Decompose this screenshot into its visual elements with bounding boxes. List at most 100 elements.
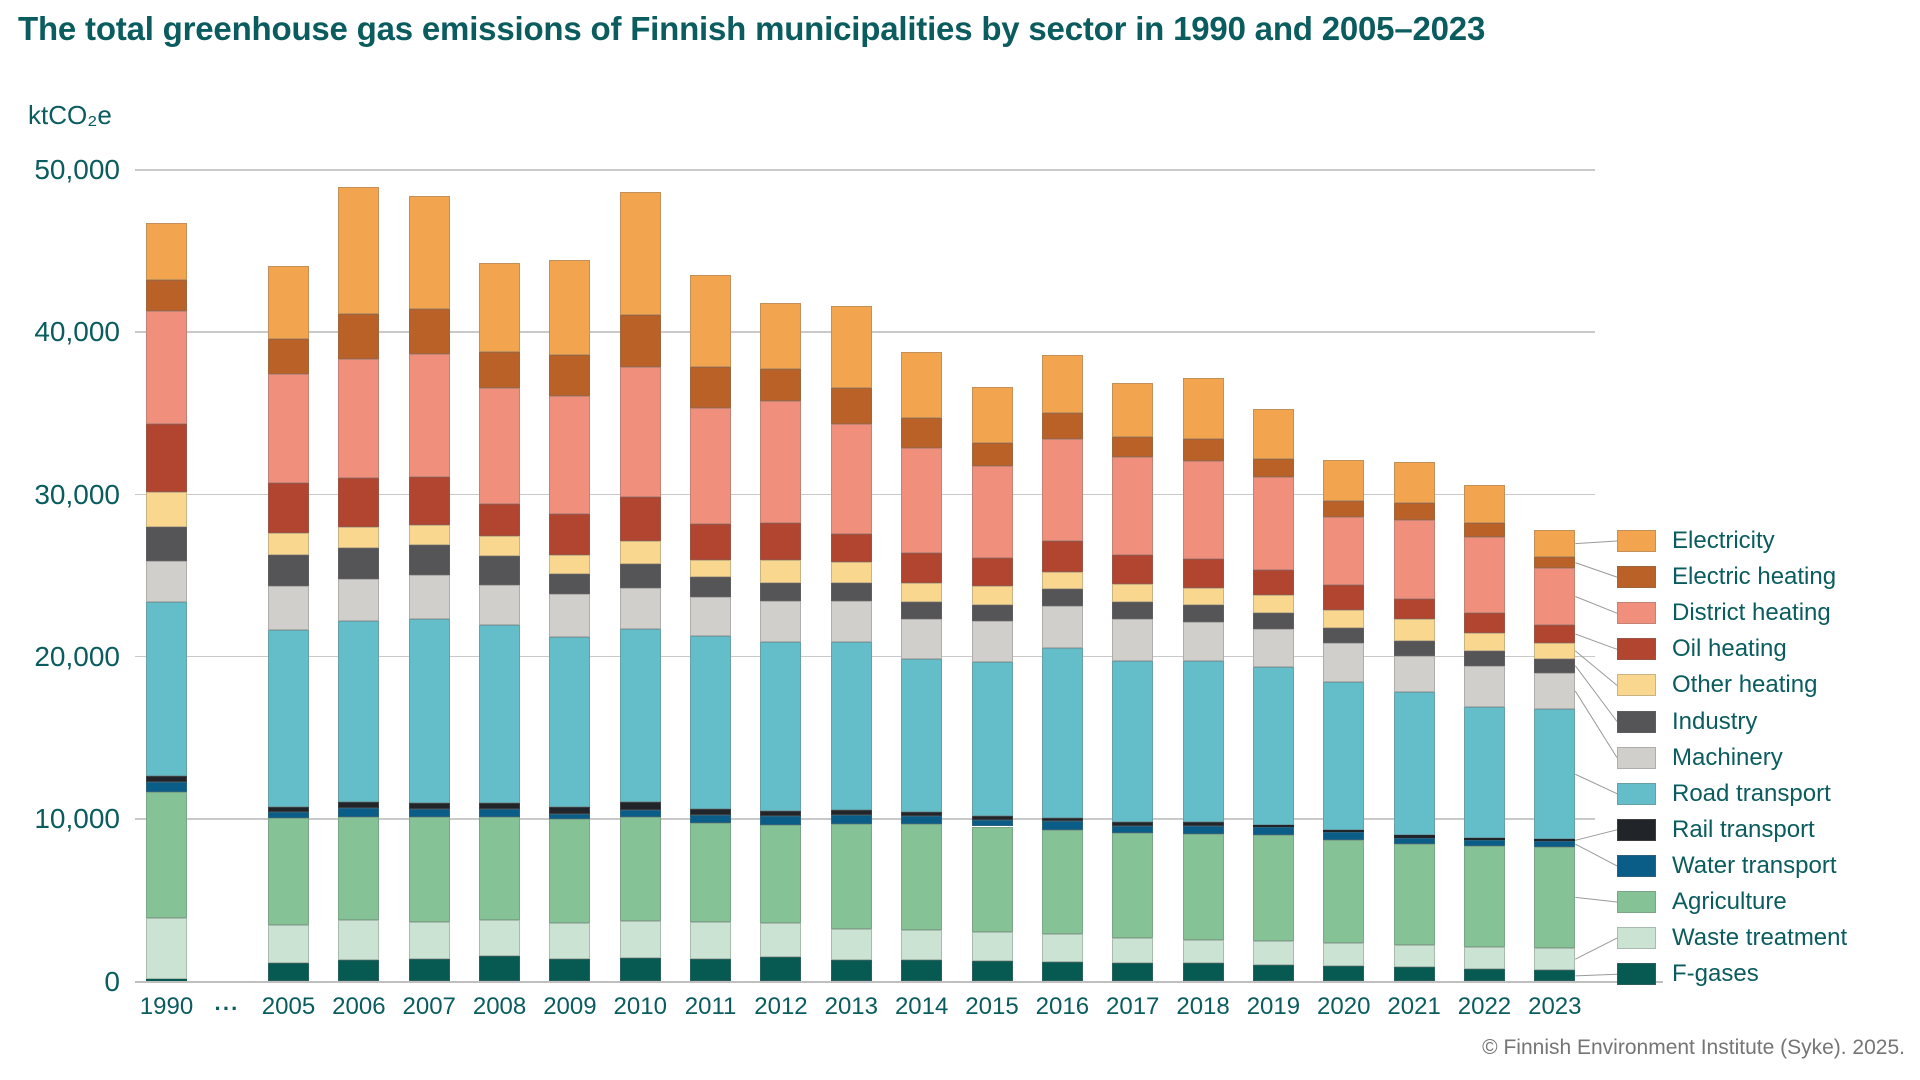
bar-segment bbox=[338, 621, 380, 802]
bar-segment bbox=[146, 311, 187, 425]
legend-connector-line bbox=[1575, 633, 1618, 650]
bar-segment bbox=[1112, 661, 1154, 823]
bar-segment bbox=[1182, 378, 1224, 439]
legend-label: Electric heating bbox=[1672, 563, 1837, 591]
x-axis-year-label: 2020 bbox=[1317, 993, 1371, 1020]
bar-segment bbox=[549, 555, 591, 575]
bar-segment bbox=[690, 636, 732, 810]
bar-segment bbox=[1534, 658, 1576, 673]
bar-segment bbox=[1323, 839, 1365, 943]
bar-segment bbox=[1182, 963, 1224, 982]
bar-segment bbox=[1463, 613, 1505, 634]
bar-segment bbox=[1252, 965, 1294, 982]
bar-segment bbox=[1393, 837, 1435, 844]
x-axis-year-label: 2012 bbox=[754, 993, 808, 1020]
bar-segment bbox=[1323, 500, 1365, 518]
bar-segment bbox=[760, 957, 802, 982]
bar-segment bbox=[690, 958, 732, 982]
bar-segment bbox=[338, 358, 380, 478]
bar-segment bbox=[1393, 599, 1435, 620]
bar-segment bbox=[619, 628, 661, 803]
bar-segment bbox=[1323, 942, 1365, 967]
bar-segment bbox=[268, 482, 309, 534]
bar-segment bbox=[1534, 709, 1576, 840]
bar-segment bbox=[760, 641, 802, 811]
x-axis-year-label: 2021 bbox=[1387, 993, 1441, 1020]
x-axis-year-label: 2014 bbox=[894, 993, 949, 1020]
bar-segment bbox=[901, 811, 943, 817]
bar-segment bbox=[1393, 462, 1435, 504]
bar-segment bbox=[1463, 523, 1505, 538]
bar-segment bbox=[268, 555, 309, 587]
bar-segment bbox=[408, 921, 450, 960]
legend-color-swatch bbox=[1617, 746, 1656, 769]
legend-label: Other heating bbox=[1672, 671, 1818, 699]
bar-segment bbox=[619, 920, 661, 958]
bar-segment bbox=[479, 809, 521, 818]
bar-segment bbox=[146, 223, 187, 281]
legend-connector-line bbox=[1575, 843, 1618, 867]
bar-segment bbox=[619, 540, 661, 565]
chart-title: The total greenhouse gas emissions of Fi… bbox=[18, 10, 1486, 47]
bar-segment bbox=[1182, 438, 1224, 461]
bar-segment bbox=[1112, 555, 1154, 584]
bar-segment bbox=[268, 817, 309, 925]
bar-segment bbox=[901, 618, 943, 660]
bar-segment bbox=[619, 957, 661, 982]
bar-segment bbox=[146, 280, 187, 312]
bar-segment bbox=[549, 959, 591, 982]
bar-segment bbox=[1252, 835, 1294, 941]
bar-segment bbox=[1252, 824, 1294, 828]
bar-segment bbox=[830, 424, 872, 535]
bar-segment bbox=[1534, 568, 1576, 625]
bar-segment bbox=[760, 369, 802, 401]
bar-segment bbox=[408, 477, 450, 525]
bar-segment bbox=[1323, 829, 1365, 832]
bar-segment bbox=[408, 309, 450, 355]
legend-color-swatch bbox=[1617, 674, 1656, 697]
legend-label: District heating bbox=[1672, 599, 1831, 627]
bar-segment bbox=[1252, 827, 1294, 836]
bar-segment bbox=[1112, 832, 1154, 938]
bar-segment bbox=[619, 192, 661, 315]
bar-segment bbox=[1112, 937, 1154, 964]
bar-segment bbox=[760, 302, 802, 370]
bar-segment bbox=[901, 583, 943, 603]
legend-connector-line bbox=[1574, 690, 1618, 758]
y-axis-tick-label: 30,000 bbox=[34, 478, 120, 510]
y-axis-tick-label: 0 bbox=[104, 965, 120, 997]
bar-segment bbox=[338, 919, 380, 961]
x-axis-gap-ellipsis: ··· bbox=[214, 996, 240, 1021]
bar-segment bbox=[1534, 624, 1576, 644]
bar-segment bbox=[830, 929, 872, 960]
x-axis-year-label: 2013 bbox=[824, 993, 878, 1020]
bar-segment bbox=[338, 547, 380, 579]
bar-segment bbox=[1041, 354, 1083, 413]
bar-segment bbox=[549, 923, 591, 960]
copyright-credit: © Finnish Environment Institute (Syke). … bbox=[1482, 1036, 1905, 1059]
bar-segment bbox=[408, 544, 450, 575]
x-axis-year-label: 2022 bbox=[1457, 993, 1512, 1020]
bar-segment bbox=[479, 536, 521, 556]
bar-segment bbox=[760, 922, 802, 958]
x-axis-line bbox=[135, 980, 1663, 983]
bar-segment bbox=[1534, 841, 1576, 847]
bar-segment bbox=[408, 354, 450, 478]
bar-segment bbox=[619, 817, 661, 921]
bar-segment bbox=[1534, 970, 1576, 982]
bar-segment bbox=[1534, 530, 1576, 557]
bar-segment bbox=[1393, 640, 1435, 656]
bar-segment bbox=[268, 924, 309, 963]
bar-segment bbox=[1182, 588, 1224, 605]
bar-segment bbox=[146, 776, 187, 782]
bar-segment bbox=[619, 802, 661, 810]
bar-segment bbox=[1182, 604, 1224, 622]
legend-connector-line bbox=[1574, 665, 1618, 722]
bar-segment bbox=[690, 814, 732, 823]
bar-segment bbox=[146, 492, 187, 527]
y-axis-tick-label: 40,000 bbox=[34, 316, 120, 348]
bar-segment bbox=[971, 819, 1013, 827]
legend-color-swatch bbox=[1617, 963, 1656, 986]
bar-segment bbox=[338, 477, 380, 527]
x-axis-year-label: 1990 bbox=[139, 993, 194, 1020]
